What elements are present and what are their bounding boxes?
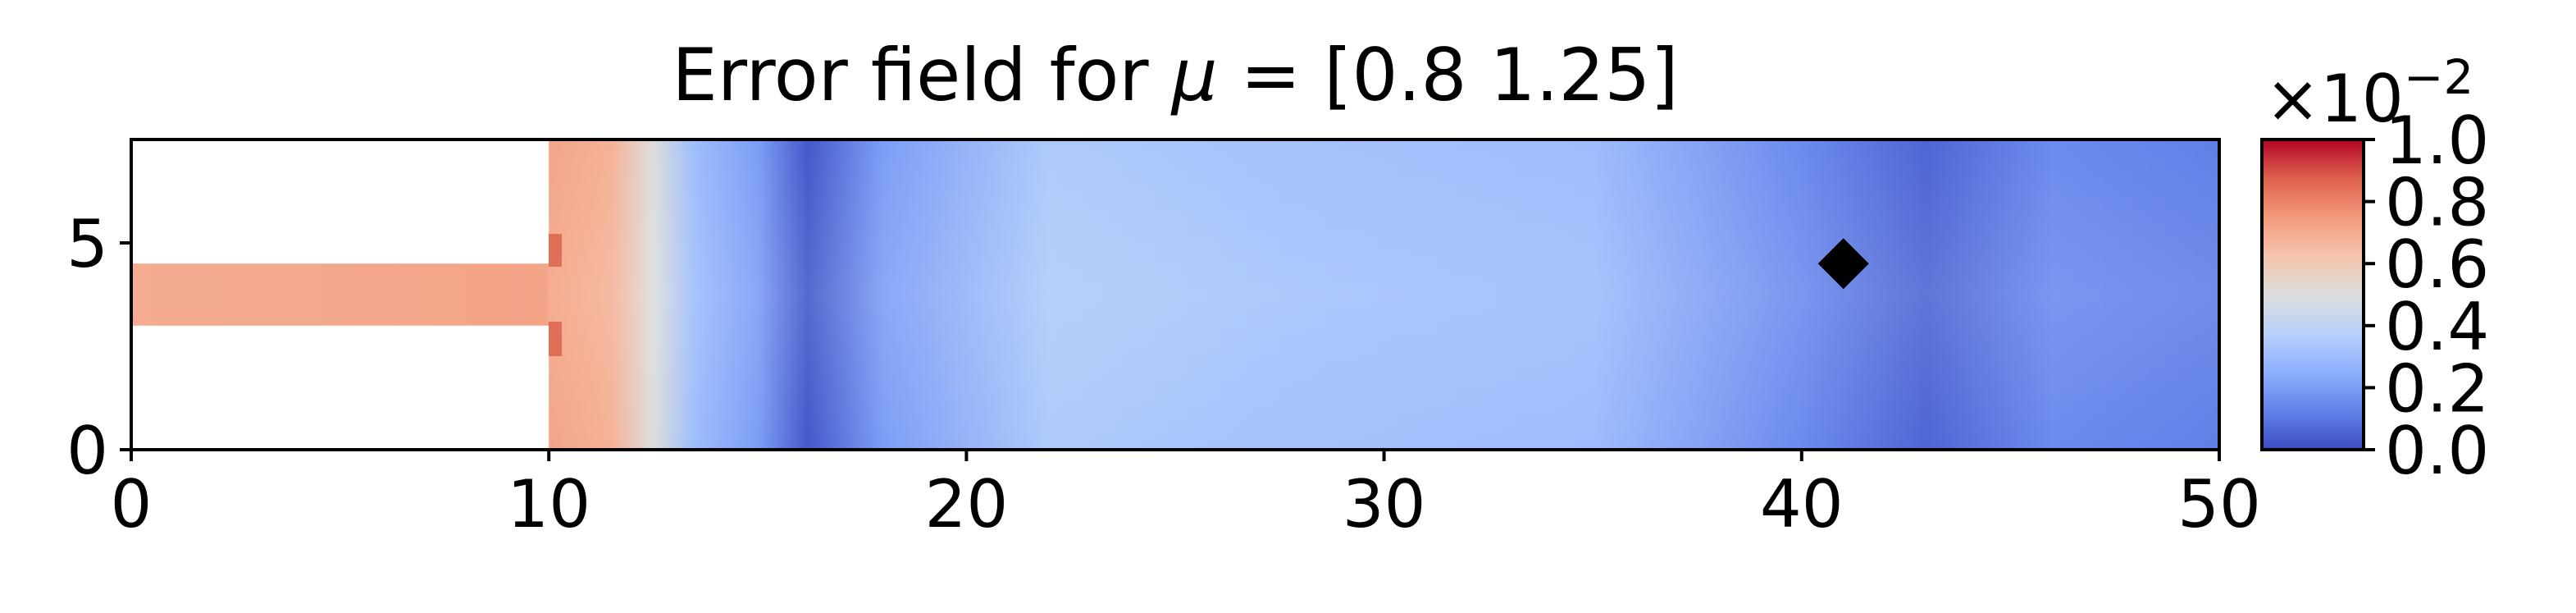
x-tick-label: 30 xyxy=(1343,466,1426,542)
colorbar-tick-label: 0.8 xyxy=(2385,165,2489,241)
y-axis-ticks: 05 xyxy=(66,206,131,489)
plot-area xyxy=(131,140,2219,450)
x-tick-label: 50 xyxy=(2177,466,2261,542)
title-prefix: Error field for xyxy=(672,33,1171,117)
main-channel-center-glow xyxy=(549,140,2219,450)
x-tick-label: 20 xyxy=(925,466,1009,542)
corner-highlight-top xyxy=(549,234,562,267)
title-suffix: = [0.8 1.25] xyxy=(1218,33,1679,117)
title-mu-symbol: μ xyxy=(1170,33,1218,117)
chart-title: Error field for μ = [0.8 1.25] xyxy=(672,33,1679,117)
colorbar: 0.00.20.40.60.81.0 ×10−2 xyxy=(2260,49,2489,489)
x-tick-label: 10 xyxy=(507,466,590,542)
inlet-channel-field xyxy=(131,263,549,326)
x-axis-ticks: 0 10 20 30 40 50 xyxy=(111,450,2261,542)
x-tick-label: 40 xyxy=(1760,466,1844,542)
corner-highlight-bottom xyxy=(549,322,562,356)
colorbar-tick-label: 1.0 xyxy=(2385,103,2489,179)
colorbar-tick-label: 0.0 xyxy=(2385,413,2489,489)
colorbar-tick-label: 0.4 xyxy=(2385,289,2489,365)
colorbar-tick-label: 0.6 xyxy=(2385,226,2489,303)
y-tick-label: 0 xyxy=(66,413,108,489)
axes-frame xyxy=(130,138,2221,451)
x-tick-label: 0 xyxy=(111,466,153,542)
colorbar-tick-label: 0.2 xyxy=(2385,350,2489,427)
colorbar-bar xyxy=(2262,140,2364,450)
diamond-marker xyxy=(1817,238,1869,290)
colorbar-offset-base: ×10 xyxy=(2265,61,2404,137)
colorbar-offset-exponent: −2 xyxy=(2404,49,2474,105)
colorbar-ticks: 0.00.20.40.60.81.0 xyxy=(2364,103,2489,489)
y-tick-label: 5 xyxy=(66,206,108,282)
colorbar-offset-text: ×10−2 xyxy=(2265,49,2473,137)
colorbar-frame xyxy=(2260,138,2365,451)
